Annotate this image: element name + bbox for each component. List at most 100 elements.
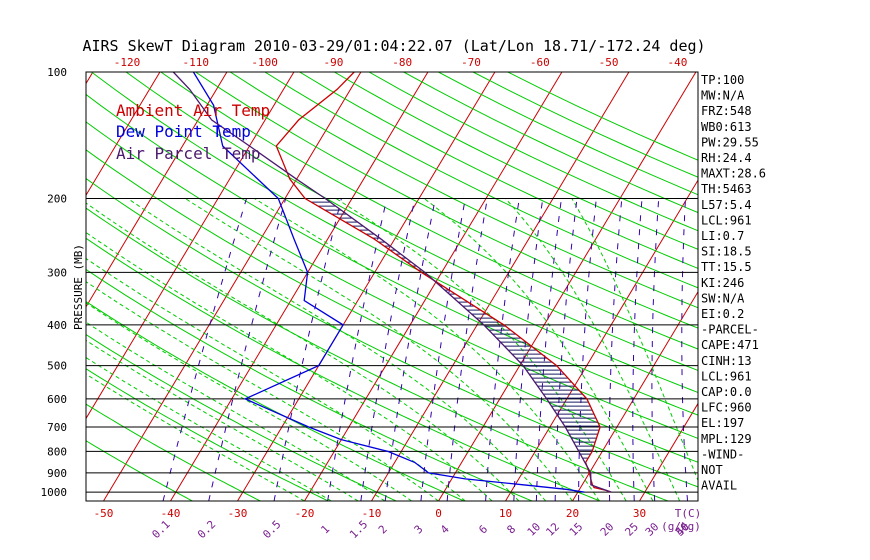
top-temp-tick-label: -40 [667, 56, 687, 69]
bottom-temp-tick-label: -50 [94, 507, 114, 520]
plot-frame [85, 71, 699, 502]
moist-adiabat-line [86, 257, 466, 501]
mixing-ratio-line [632, 198, 643, 501]
index-entry: NOT [701, 463, 723, 477]
y-axis-label: PRESSURE (MB) [72, 244, 85, 330]
ambient-temp-line [275, 72, 612, 493]
isobar-lines [86, 198, 698, 493]
index-entry: PW:29.55 [701, 135, 759, 149]
bottom-temp-tick-label: -30 [228, 507, 248, 520]
mixing-ratio-label: 0.2 [195, 518, 218, 541]
isotherm-line [86, 72, 228, 308]
index-entry: SI:18.5 [701, 245, 752, 259]
mixing-ratio-line [651, 198, 660, 501]
moist-adiabat-line [86, 202, 520, 501]
bottom-temp-tick-label: -20 [295, 507, 315, 520]
bottom-temp-tick-label: -40 [161, 507, 181, 520]
chart-title: AIRS SkewT Diagram 2010-03-29/01:04:22.0… [82, 37, 705, 55]
dry-adiabat-line [86, 93, 698, 416]
pressure-tick-label: 100 [47, 66, 67, 79]
x-axis-label: T(C) [675, 507, 702, 520]
moist-adiabat-line [254, 198, 600, 501]
top-temp-tick-label: -110 [183, 56, 210, 69]
sounding-profiles [172, 72, 612, 493]
mixing-ratio-line [208, 198, 287, 501]
top-temp-tick-label: -80 [392, 56, 412, 69]
mixing-ratio-label: 8 [504, 523, 518, 537]
moist-adiabat-line [423, 198, 654, 501]
moist-adiabat-line [86, 281, 439, 501]
index-entry: MAXT:28.6 [701, 167, 766, 181]
top-temp-tick-label: -60 [530, 56, 550, 69]
isotherm-line [237, 72, 496, 501]
bottom-temp-tick-label: 20 [566, 507, 579, 520]
mixing-ratio-label: 10 [525, 520, 544, 539]
mixing-ratio-line [162, 198, 247, 501]
isotherm-line [304, 72, 563, 501]
mixing-ratio-label: 4 [438, 522, 452, 536]
isotherm-line [170, 72, 429, 501]
index-entry: LFC:960 [701, 401, 752, 415]
top-temp-tick-label: -120 [114, 56, 141, 69]
index-entry: AVAIL [701, 479, 737, 493]
isotherm-line [103, 72, 362, 501]
dry-adiabat-line [91, 72, 698, 394]
pressure-tick-label: 400 [47, 319, 67, 332]
mixing-ratio-label: 3 [412, 523, 426, 537]
moist-adiabat-line [185, 198, 573, 501]
index-entry: -WIND- [701, 447, 744, 461]
legend-ambient: Ambient Air Temp [116, 101, 270, 120]
moist-adiabat-line [86, 231, 493, 501]
mixing-ratio-label: 1 [318, 523, 332, 537]
pressure-tick-label: 800 [47, 445, 67, 458]
top-temp-tick-label: -90 [323, 56, 343, 69]
parcel-temp-line [172, 72, 612, 493]
bottom-temp-tick-label: 30 [633, 507, 646, 520]
moist-adiabat-line [571, 198, 698, 482]
dry-adiabat-line [229, 72, 698, 309]
mixing-ratio-label: 30 [643, 520, 662, 539]
mixing-ratio-label: 12 [543, 520, 562, 539]
index-entry: TH:5463 [701, 182, 752, 196]
index-entry: LI:0.7 [701, 229, 744, 243]
top-temp-tick-label: -50 [599, 56, 619, 69]
pressure-tick-label: 900 [47, 467, 67, 480]
mixing-ratio-label: 1.5 [347, 518, 370, 541]
top-temp-tick-label: -100 [251, 56, 278, 69]
index-entry: CINH:13 [701, 354, 752, 368]
moist-adiabat-line [86, 321, 386, 501]
index-entry: KI:246 [701, 276, 744, 290]
dry-adiabat-line [86, 268, 533, 501]
index-entry: CAPE:471 [701, 338, 759, 352]
moist-adiabat-line [86, 373, 305, 501]
dry-adiabat-line [86, 440, 193, 501]
mixing-ratio-label: 25 [622, 520, 641, 539]
dewpoint-temp-line [192, 72, 585, 493]
pressure-tick-label: 500 [47, 360, 67, 373]
plot-background-lines [86, 72, 698, 501]
moist-adiabat-line [505, 198, 681, 501]
index-entry: L57:5.4 [701, 198, 752, 212]
moist-adiabat-line [86, 339, 359, 501]
isotherm-line [86, 72, 161, 197]
index-entry: LCL:961 [701, 213, 752, 227]
dry-adiabat-line [86, 368, 329, 501]
moist-adiabat-line [335, 198, 627, 501]
dry-adiabat-line [86, 149, 698, 463]
dry-adiabat-line [86, 177, 698, 488]
dry-adiabat-line [472, 72, 698, 178]
pressure-tick-label: 600 [47, 393, 67, 406]
index-entry: MW:N/A [701, 89, 745, 103]
isotherm-line [639, 402, 698, 501]
index-entry: FRZ:548 [701, 104, 752, 118]
index-entry: SW:N/A [701, 291, 745, 305]
index-entry: -PARCEL- [701, 323, 759, 337]
mixing-ratio-unit: (g/kg) [661, 520, 701, 533]
index-entry: RH:24.4 [701, 151, 752, 165]
dry-adiabat-line [160, 72, 698, 350]
legend: Ambient Air Temp Dew Point Temp Air Parc… [116, 101, 270, 163]
mixing-ratio-line [446, 198, 488, 501]
